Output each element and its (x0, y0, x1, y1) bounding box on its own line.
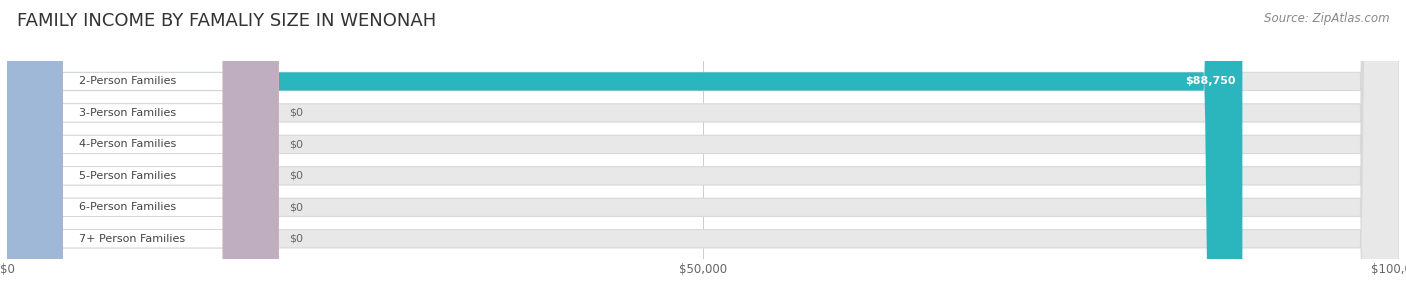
FancyBboxPatch shape (7, 0, 63, 305)
FancyBboxPatch shape (7, 0, 63, 305)
Text: $88,750: $88,750 (1185, 77, 1236, 86)
FancyBboxPatch shape (7, 0, 63, 305)
FancyBboxPatch shape (222, 0, 278, 305)
Text: 2-Person Families: 2-Person Families (79, 77, 176, 86)
FancyBboxPatch shape (7, 0, 1399, 305)
Text: $0: $0 (290, 234, 304, 244)
FancyBboxPatch shape (7, 0, 1243, 305)
FancyBboxPatch shape (7, 0, 63, 305)
FancyBboxPatch shape (7, 0, 278, 305)
FancyBboxPatch shape (7, 0, 278, 305)
Text: $0: $0 (290, 108, 304, 118)
FancyBboxPatch shape (7, 0, 1399, 305)
Text: 5-Person Families: 5-Person Families (79, 171, 176, 181)
FancyBboxPatch shape (7, 0, 1399, 305)
Text: $0: $0 (290, 171, 304, 181)
FancyBboxPatch shape (7, 0, 278, 305)
Text: 3-Person Families: 3-Person Families (79, 108, 176, 118)
FancyBboxPatch shape (222, 0, 278, 305)
FancyBboxPatch shape (7, 0, 1399, 305)
FancyBboxPatch shape (7, 0, 278, 305)
FancyBboxPatch shape (222, 0, 278, 305)
FancyBboxPatch shape (7, 0, 63, 305)
FancyBboxPatch shape (7, 0, 278, 305)
FancyBboxPatch shape (7, 0, 1399, 305)
FancyBboxPatch shape (222, 0, 278, 305)
Text: Source: ZipAtlas.com: Source: ZipAtlas.com (1264, 12, 1389, 25)
Text: 4-Person Families: 4-Person Families (79, 139, 176, 149)
Text: 6-Person Families: 6-Person Families (79, 202, 176, 212)
Text: $0: $0 (290, 202, 304, 212)
FancyBboxPatch shape (7, 0, 1399, 305)
Text: FAMILY INCOME BY FAMALIY SIZE IN WENONAH: FAMILY INCOME BY FAMALIY SIZE IN WENONAH (17, 12, 436, 30)
FancyBboxPatch shape (7, 0, 63, 305)
Text: $0: $0 (290, 139, 304, 149)
FancyBboxPatch shape (222, 0, 278, 305)
Text: 7+ Person Families: 7+ Person Families (79, 234, 186, 244)
FancyBboxPatch shape (7, 0, 278, 305)
